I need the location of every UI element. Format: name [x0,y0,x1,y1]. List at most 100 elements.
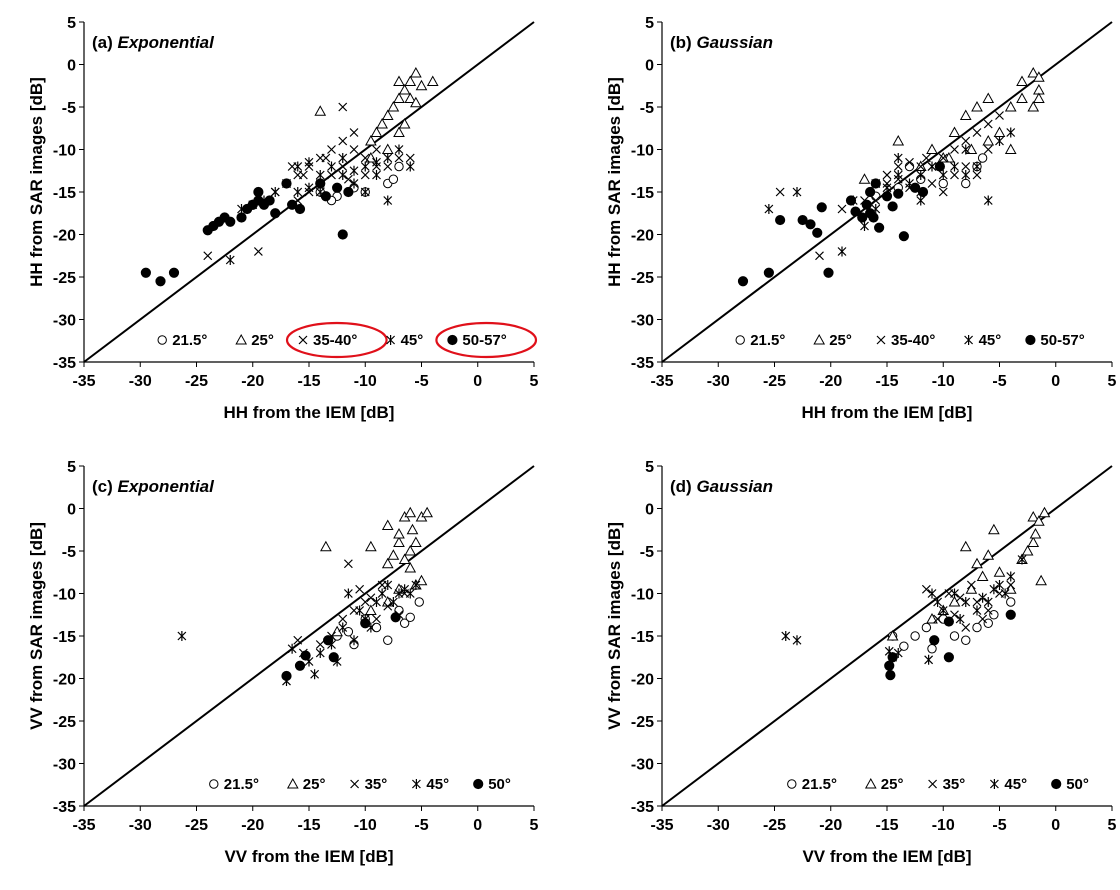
data-point [338,102,348,112]
data-point [225,216,236,227]
data-point [1006,597,1016,607]
data-point [338,136,348,146]
data-point [360,618,371,629]
data-point [910,631,920,641]
legend-label: 50-57° [1040,332,1084,349]
data-point [943,616,954,627]
data-point [972,170,982,180]
data-point [934,161,945,172]
data-point [938,605,948,616]
data-point [404,75,417,86]
data-point [927,644,937,654]
series-35-40 [775,111,1004,261]
data-point [885,670,896,681]
data-point [926,143,938,154]
x-tick-label: -20 [819,817,842,834]
data-point [1035,574,1047,586]
data-point [270,208,281,219]
data-point [327,161,336,172]
data-point [763,267,774,278]
x-tick-label: -15 [875,373,898,390]
legend-marker [386,335,396,345]
data-point [411,580,421,590]
legend-item-50-57: 50-57° [435,321,538,359]
data-point [882,182,892,193]
legend-marker [235,333,248,345]
tick-labels: -35 -30 -25 -20 -15 -10 -5 0 5 5 0 -5 -10 -15 -20 -25 -3… [631,15,1117,390]
data-point [253,247,263,256]
legend-marker [1025,334,1036,346]
legend-item-21-5: 21.5° [157,332,207,349]
axes [657,21,1113,367]
x-tick-label: -25 [763,817,786,834]
data-point [924,654,934,665]
data-point [938,153,948,163]
panel-d: -35 -30 -25 -20 -15 -10 -5 0 5 5 0 -5 -10 -15 -20 -25 -3… [605,459,1117,866]
data-point [393,92,405,103]
data-point [270,187,280,197]
x-tick-label: 5 [1108,817,1117,834]
series-21-5 [332,597,424,650]
data-point [983,119,993,129]
data-point [892,134,905,146]
data-point [965,583,978,594]
legend-marker [928,779,938,789]
y-tick-label: -5 [62,544,76,561]
data-point [281,670,292,682]
data-point [950,145,959,154]
data-point [394,153,404,163]
data-point [972,605,982,616]
data-point [893,188,904,199]
legend-label: 21.5° [750,332,785,349]
x-tick-label: 5 [530,817,539,834]
data-point [850,206,861,217]
data-point [926,612,938,624]
x-tick-label: -5 [992,373,1006,390]
legend-item-50: 50° [1051,776,1089,793]
x-tick-label: -15 [875,817,898,834]
data-point [398,553,411,564]
x-tick-label: -25 [185,817,208,834]
data-point [983,597,993,607]
data-point [332,182,343,193]
data-point [383,195,393,206]
data-point [1004,100,1017,112]
data-point [933,597,943,607]
data-point [383,153,393,163]
data-point [983,606,993,615]
data-point [949,631,960,641]
legend-item-21-5: 21.5° [787,776,837,793]
data-point [294,660,306,671]
y-tick-label: -35 [53,799,76,816]
data-point [1033,92,1045,103]
x-tick-label: 5 [530,373,539,390]
x-tick-label: -35 [650,817,673,834]
x-tick-label: 0 [1051,817,1060,834]
y-tick-label: 5 [67,15,76,32]
data-point [349,635,359,646]
y-axis-label: VV from SAR images [dB] [605,522,624,730]
data-point [349,178,359,189]
data-point [982,549,995,560]
data-point [857,212,868,223]
data-point [410,96,422,108]
data-point [972,161,982,172]
data-point [383,580,393,590]
tick-labels: -35 -30 -25 -20 -15 -10 -5 0 5 5 0 -5 -10 -15 -20 -25 -3… [631,459,1117,834]
x-tick-label: -30 [707,817,730,834]
x-axis-label: VV from the IEM [dB] [802,847,971,866]
data-point [394,161,404,172]
data-point [294,203,306,215]
data-point [415,79,428,91]
y-axis-label: HH from SAR images [dB] [27,77,46,287]
data-point [1017,554,1027,565]
legend-label: 50° [488,776,511,793]
data-point [823,267,834,278]
legend-label: 35-40° [891,332,935,349]
y-axis-label: VV from SAR images [dB] [27,522,46,730]
y-tick-label: -35 [631,799,654,816]
x-tick-label: -20 [241,817,264,834]
panel-c: -35 -30 -25 -20 -15 -10 -5 0 5 5 0 -5 -10 -15 -20 -25 -3… [27,459,539,866]
x-tick-label: 5 [1108,373,1117,390]
